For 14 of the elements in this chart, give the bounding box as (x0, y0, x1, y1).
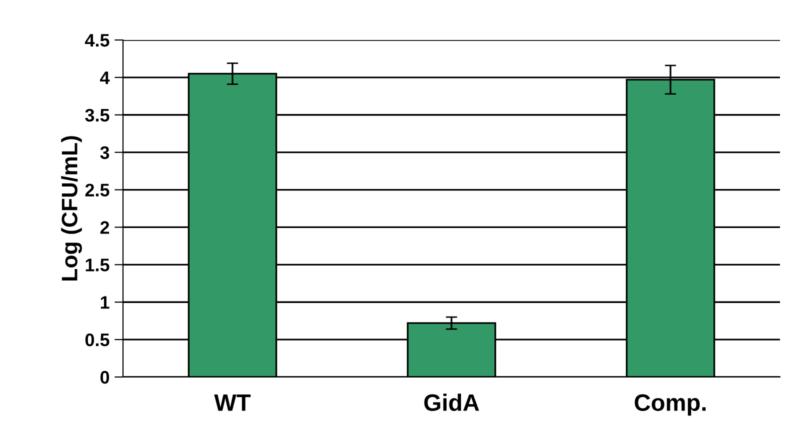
y-tick-label: 0.5 (85, 333, 110, 346)
y-tick-label: 1.5 (86, 258, 110, 272)
y-tick-label: 4 (100, 72, 110, 84)
y-axis-title: Log (CFU/mL) (61, 136, 82, 280)
y-tick-label: 3 (100, 146, 110, 160)
y-tick-label: 4.5 (84, 34, 110, 47)
y-tick-label: 0 (100, 370, 110, 384)
y-tick-label: 2 (100, 221, 110, 234)
x-tick-label: Comp. (634, 394, 706, 416)
x-tick-label: WT (214, 394, 251, 411)
y-tick-label: 3.5 (85, 108, 110, 122)
x-tick-label: GidA (424, 394, 480, 412)
y-tick-label: 2.5 (85, 184, 110, 196)
y-tick-label: 1 (100, 296, 110, 309)
